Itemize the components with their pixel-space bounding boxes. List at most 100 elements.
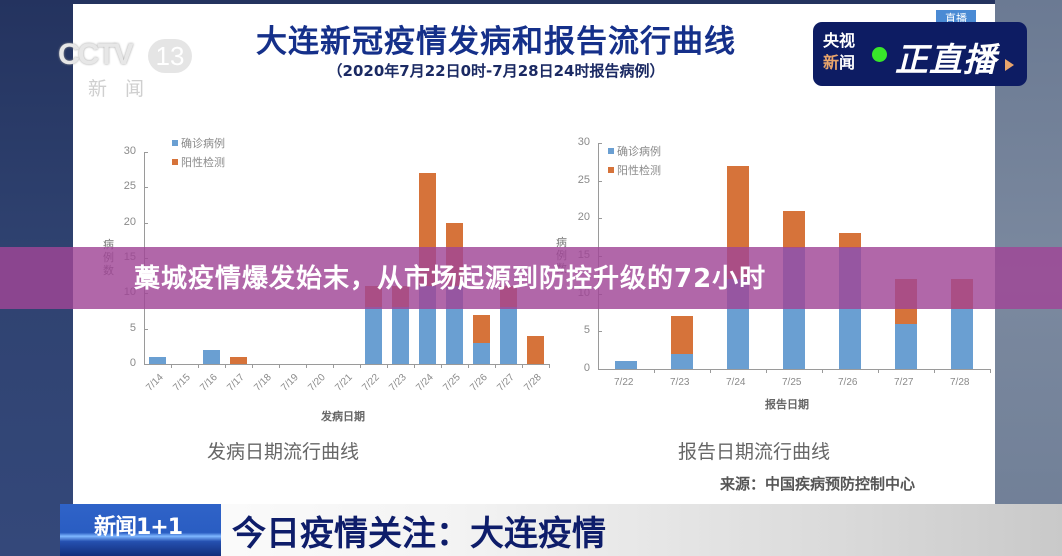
x-tick-mark <box>934 369 935 373</box>
y-tick-label: 20 <box>577 211 590 224</box>
bar-segment-confirmed <box>670 353 694 369</box>
x-tick-mark <box>225 364 226 368</box>
y-tick-label: 25 <box>577 173 590 186</box>
x-tick-mark <box>549 364 550 368</box>
legend-swatch-icon <box>608 148 614 154</box>
x-axis-title: 发病日期 <box>321 410 365 423</box>
x-axis-title: 报告日期 <box>765 398 809 411</box>
bar-segment-positive <box>527 335 544 364</box>
live-text: 正直播 <box>895 40 997 79</box>
x-tick-mark <box>333 364 334 368</box>
bar-segment-confirmed <box>950 308 974 369</box>
headline-banner <box>0 247 1062 309</box>
cctv-logo-text: CCTV <box>58 38 134 71</box>
x-tick-label: 7/24 <box>726 377 746 388</box>
legend-item: 确诊病例 <box>608 143 661 159</box>
y-tick-label: 5 <box>129 321 136 334</box>
y-tick-label: 25 <box>123 180 136 193</box>
x-tick-mark <box>468 364 469 368</box>
legend-swatch-icon <box>608 167 614 173</box>
x-tick-label: 7/23 <box>670 377 690 388</box>
page-title: 大连新冠疫情发病和报告流行曲线 <box>256 24 736 60</box>
page-subtitle: （2020年7月22日0时-7月28日24时报告病例） <box>327 62 665 80</box>
x-tick-mark <box>387 364 388 368</box>
bar-segment-confirmed <box>894 323 918 369</box>
x-tick-mark <box>252 364 253 368</box>
y-tick-label: 0 <box>129 357 136 369</box>
bar-segment-confirmed <box>500 307 517 364</box>
play-icon <box>1005 59 1014 71</box>
x-tick-mark <box>710 369 711 373</box>
y-tick-mark <box>144 328 148 330</box>
bar-segment-positive <box>838 233 862 249</box>
live-dot-icon <box>872 47 887 62</box>
bar-segment-positive <box>230 356 247 364</box>
x-tick-label: 7/25 <box>782 377 802 388</box>
legend-swatch-icon <box>172 140 178 146</box>
legend-item: 阳性检测 <box>172 154 225 170</box>
onset-chart-caption: 发病日期流行曲线 <box>207 441 360 463</box>
cctv-channel-number: 13 <box>148 39 192 73</box>
lower-third-title: 今日疫情关注：大连疫情 <box>232 514 606 554</box>
bar-7-22 <box>614 361 638 369</box>
bar-7-28 <box>527 335 544 364</box>
y-tick-mark <box>598 180 602 182</box>
bar-7-14 <box>149 356 166 364</box>
x-tick-mark <box>171 364 172 368</box>
x-tick-mark <box>766 369 767 373</box>
bar-segment-positive <box>473 314 490 343</box>
cctv-logo-sub: 新闻 <box>88 78 163 100</box>
live-badge: 央视 新闻 正直播 <box>813 22 1027 86</box>
y-tick-mark <box>598 369 602 370</box>
bar-segment-confirmed <box>203 349 220 364</box>
x-tick-mark <box>198 364 199 368</box>
x-tick-label: 7/27 <box>894 377 914 388</box>
bar-segment-confirmed <box>365 307 382 364</box>
bar-segment-confirmed <box>614 361 638 369</box>
live-badge-line2: 新闻 <box>823 53 856 72</box>
x-tick-mark <box>441 364 442 368</box>
y-tick-mark <box>598 331 602 333</box>
x-tick-mark <box>495 364 496 368</box>
y-tick-label: 30 <box>577 136 590 148</box>
program-logo: 新闻1+1 <box>60 504 221 556</box>
legend-label: 确诊病例 <box>181 137 225 150</box>
bar-7-16 <box>203 349 220 364</box>
bar-segment-positive <box>670 316 694 354</box>
x-tick-mark <box>990 369 991 373</box>
legend-label: 阳性检测 <box>617 164 661 177</box>
legend-item: 阳性检测 <box>608 162 661 178</box>
legend-item: 确诊病例 <box>172 135 225 151</box>
bar-7-23 <box>670 316 694 369</box>
x-tick-mark <box>522 364 523 368</box>
headline-text: 藁城疫情爆发始末，从市场起源到防控升级的72小时 <box>134 264 767 294</box>
legend-label: 阳性检测 <box>181 156 225 169</box>
y-tick-label: 20 <box>123 215 136 228</box>
program-logo-text: 新闻1+1 <box>94 515 183 540</box>
y-tick-mark <box>598 143 602 144</box>
x-tick-mark <box>878 369 879 373</box>
x-axis <box>144 364 549 365</box>
report-date-chart: 0510152025307/227/237/247/257/267/277/28… <box>556 136 991 411</box>
bar-segment-positive <box>782 210 806 249</box>
bar-segment-confirmed <box>149 356 166 364</box>
cctv13-logo: CCTV 13 新闻 <box>56 38 196 100</box>
y-tick-mark <box>598 218 602 220</box>
y-tick-mark <box>144 152 148 153</box>
bar-7-26 <box>473 314 490 364</box>
lower-third-bar <box>60 504 1062 556</box>
bar-segment-confirmed <box>473 342 490 364</box>
y-tick-label: 30 <box>123 145 136 157</box>
y-tick-mark <box>144 222 148 224</box>
x-tick-mark <box>654 369 655 373</box>
legend-swatch-icon <box>172 159 178 165</box>
legend-label: 确诊病例 <box>617 145 661 158</box>
x-tick-label: 7/26 <box>838 377 858 388</box>
x-tick-label: 7/28 <box>950 377 970 388</box>
x-tick-mark <box>306 364 307 368</box>
bar-segment-confirmed <box>392 307 409 364</box>
behind-live-tag: 直播 <box>936 10 976 24</box>
y-tick-label: 5 <box>583 324 590 337</box>
report-chart-caption: 报告日期流行曲线 <box>678 441 831 463</box>
x-tick-mark <box>279 364 280 368</box>
